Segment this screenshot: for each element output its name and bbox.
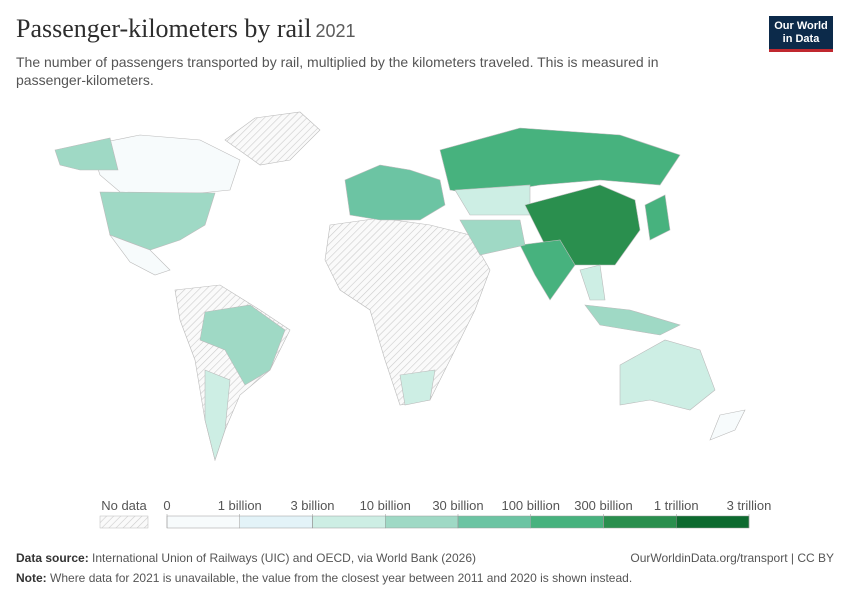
map: No data 0 1 billion 3 billion 10 billion 30 … xyxy=(54,111,772,529)
footer: Data source: International Union of Rail… xyxy=(16,548,834,588)
legend-tick-label: 1 trillion xyxy=(654,498,699,513)
logo-line: in Data xyxy=(782,33,820,45)
russia[interactable] xyxy=(439,127,681,196)
no-data-label: No data xyxy=(101,498,147,513)
middle-east[interactable] xyxy=(459,219,526,256)
year: 2021 xyxy=(315,21,356,41)
legend-swatch[interactable] xyxy=(530,515,604,529)
south-africa[interactable] xyxy=(399,369,436,406)
countries xyxy=(54,111,746,462)
europe[interactable] xyxy=(344,164,446,221)
url[interactable]: OurWorldinData.org/transport | CC BY xyxy=(630,551,834,565)
legend-swatch[interactable] xyxy=(603,515,677,529)
legend-tick-label: 0 xyxy=(163,498,170,513)
source-label: Data source: xyxy=(16,551,89,565)
greenland[interactable] xyxy=(224,111,321,166)
note: Where data for 2021 is unavailable, the … xyxy=(50,571,633,585)
japan[interactable] xyxy=(644,194,671,241)
alaska[interactable] xyxy=(54,137,119,171)
argentina[interactable] xyxy=(204,369,231,462)
mexico[interactable] xyxy=(109,234,171,276)
new-zealand[interactable] xyxy=(709,409,746,441)
title: Passenger-kilometers by rail xyxy=(16,14,312,43)
legend-swatch[interactable] xyxy=(385,515,459,529)
subtitle: The number of passengers transported by … xyxy=(16,54,659,88)
australia[interactable] xyxy=(619,339,716,411)
legend-tick-label: 100 billion xyxy=(501,498,560,513)
note-label: Note: xyxy=(16,571,47,585)
indonesia[interactable] xyxy=(584,304,681,336)
central-asia[interactable] xyxy=(454,184,531,216)
legend-swatch[interactable] xyxy=(166,515,240,529)
legend-swatch[interactable] xyxy=(457,515,531,529)
source-line: Data source: International Union of Rail… xyxy=(16,548,834,568)
logo[interactable]: Our World in Data xyxy=(769,16,833,52)
source: International Union of Railways (UIC) an… xyxy=(92,551,476,565)
legend-swatch[interactable] xyxy=(239,515,313,529)
legend-tick-label: 300 billion xyxy=(574,498,633,513)
southeast-asia[interactable] xyxy=(579,264,606,301)
logo-line: Our World xyxy=(774,20,828,32)
legend: No data 0 1 billion 3 billion 10 billion 30 … xyxy=(99,498,772,529)
no-data-swatch[interactable] xyxy=(99,515,149,529)
india[interactable] xyxy=(519,239,576,301)
legend-tick-label: 10 billion xyxy=(360,498,411,513)
canada[interactable] xyxy=(89,134,241,196)
legend-tick-label: 30 billion xyxy=(432,498,483,513)
legend-tick-label: 1 billion xyxy=(218,498,262,513)
legend-swatch[interactable] xyxy=(676,515,750,529)
africa[interactable] xyxy=(324,217,491,406)
brazil[interactable] xyxy=(199,304,286,386)
title-block: Passenger-kilometers by rail 2021 xyxy=(16,14,356,44)
note-line: Note: Where data for 2021 is unavailable… xyxy=(16,568,834,588)
legend-tick-label: 3 billion xyxy=(290,498,334,513)
legend-swatch[interactable] xyxy=(312,515,386,529)
legend-tick-label: 3 trillion xyxy=(727,498,772,513)
